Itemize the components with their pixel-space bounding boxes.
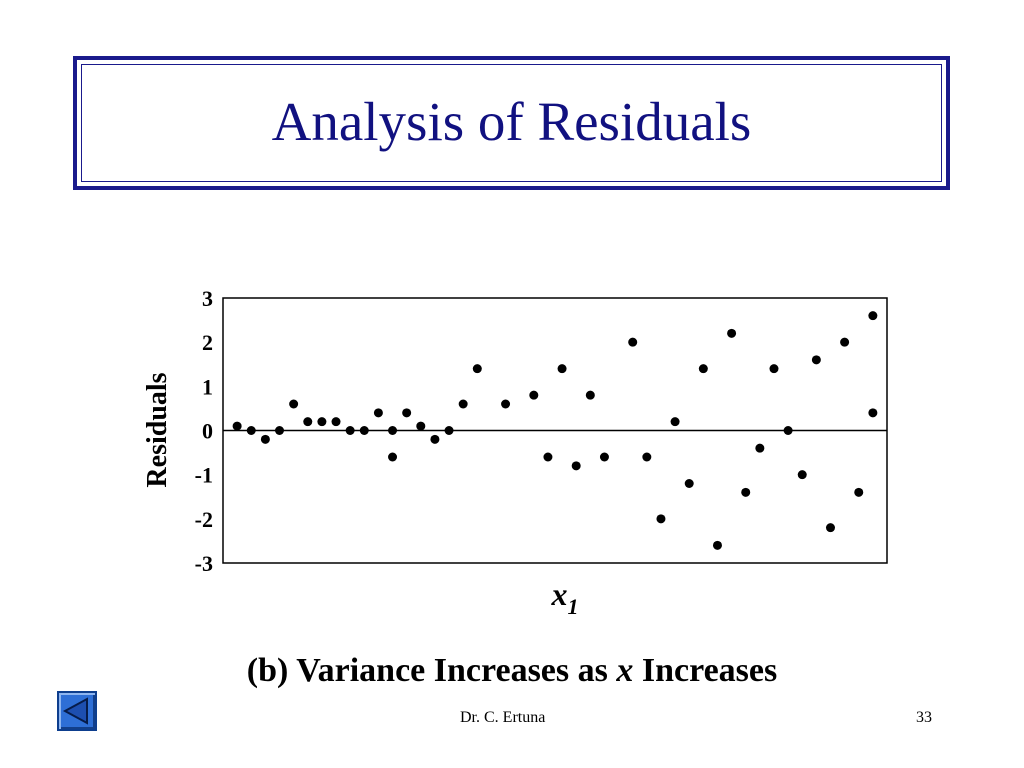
data-point bbox=[529, 390, 539, 400]
data-point bbox=[656, 514, 666, 524]
y-tick-label: 2 bbox=[202, 330, 213, 355]
data-point bbox=[727, 328, 737, 338]
data-point bbox=[769, 364, 779, 374]
data-point bbox=[458, 399, 468, 409]
x-axis-label-subscript: 1 bbox=[568, 594, 579, 619]
data-point bbox=[246, 426, 256, 435]
data-point bbox=[755, 443, 765, 453]
data-point bbox=[868, 311, 878, 321]
y-tick-label: -3 bbox=[195, 551, 213, 576]
data-point bbox=[585, 390, 595, 400]
data-point bbox=[289, 399, 299, 409]
data-point bbox=[825, 523, 835, 533]
data-point bbox=[317, 417, 327, 427]
data-point bbox=[741, 487, 751, 497]
data-point bbox=[275, 426, 285, 435]
x-axis-label-base: x bbox=[551, 576, 568, 612]
caption-italic-x: x bbox=[616, 652, 634, 689]
data-point bbox=[430, 434, 440, 444]
data-point bbox=[797, 470, 807, 480]
chart-caption: (b) Variance Increases as x Increases bbox=[0, 652, 1024, 690]
data-point bbox=[670, 417, 680, 427]
data-point bbox=[331, 417, 341, 427]
title-box-inner: Analysis of Residuals bbox=[81, 64, 942, 182]
data-point bbox=[303, 417, 313, 427]
data-point bbox=[543, 452, 553, 462]
data-point bbox=[811, 355, 821, 365]
title-box: Analysis of Residuals bbox=[73, 56, 950, 190]
data-point bbox=[557, 364, 567, 374]
caption-suffix: Increases bbox=[633, 652, 778, 689]
slide-title: Analysis of Residuals bbox=[271, 90, 752, 152]
data-point bbox=[854, 487, 864, 497]
footer-author: Dr. C. Ertuna bbox=[460, 709, 546, 726]
data-point bbox=[444, 426, 454, 435]
data-point bbox=[416, 421, 426, 431]
y-axis-label: Residuals bbox=[142, 372, 173, 487]
data-point bbox=[684, 479, 694, 488]
data-point bbox=[840, 337, 850, 347]
data-point bbox=[698, 364, 708, 374]
x-axis-label: x1 bbox=[551, 576, 579, 619]
data-point bbox=[260, 434, 270, 444]
data-point bbox=[232, 421, 242, 431]
back-triangle-icon bbox=[62, 697, 88, 725]
data-point bbox=[571, 461, 581, 471]
data-point bbox=[712, 540, 722, 550]
data-point bbox=[868, 408, 878, 418]
caption-prefix: (b) Variance Increases as bbox=[246, 652, 617, 689]
y-tick-label: 0 bbox=[202, 419, 213, 444]
y-tick-label: -1 bbox=[195, 463, 213, 488]
data-point bbox=[599, 452, 609, 462]
data-point bbox=[359, 426, 369, 435]
data-point bbox=[388, 426, 398, 435]
previous-slide-button[interactable] bbox=[57, 691, 97, 731]
data-point bbox=[388, 452, 398, 462]
data-point bbox=[783, 426, 793, 435]
data-point bbox=[501, 399, 511, 409]
page-number: 33 bbox=[916, 709, 932, 726]
data-point bbox=[472, 364, 482, 374]
data-point bbox=[628, 337, 638, 347]
y-tick-label: 1 bbox=[202, 374, 213, 399]
data-point bbox=[345, 426, 355, 435]
data-point bbox=[642, 452, 652, 462]
y-tick-label: 3 bbox=[202, 286, 213, 311]
data-point bbox=[402, 408, 412, 418]
data-point bbox=[373, 408, 383, 418]
y-tick-label: -2 bbox=[195, 507, 213, 532]
